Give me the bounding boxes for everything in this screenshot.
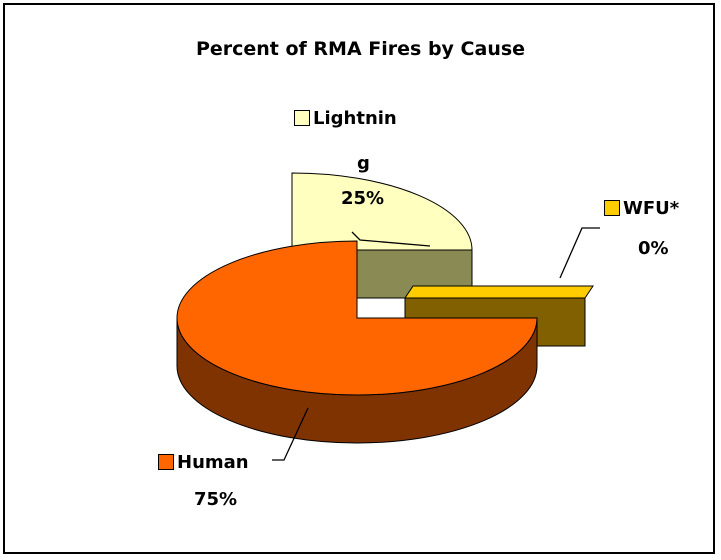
wfu-label: WFU* (604, 198, 679, 219)
wfu-pct: 0% (638, 238, 669, 259)
human-pct: 75% (194, 489, 238, 510)
human-key-swatch (158, 454, 174, 470)
chart-title: Percent of RMA Fires by Cause (195, 38, 526, 60)
wfu-key-swatch (604, 200, 620, 216)
human-name: Human (177, 452, 249, 473)
lightning-leader-line (351, 231, 431, 247)
wfu-slice-top (404, 285, 594, 299)
lightning-name-wrap: g (357, 153, 370, 174)
lightning-label: Lightnin (294, 108, 397, 129)
wfu-leader-line (559, 227, 600, 279)
human-label: Human (158, 452, 249, 473)
human-slice-top (176, 240, 538, 396)
lightning-name: Lightnin (313, 108, 397, 129)
human-leader-line (272, 407, 309, 461)
lightning-pct: 25% (341, 188, 385, 209)
lightning-key-swatch (294, 110, 310, 126)
lightnin-slice-top (291, 172, 473, 251)
wfu-name: WFU* (623, 198, 680, 219)
